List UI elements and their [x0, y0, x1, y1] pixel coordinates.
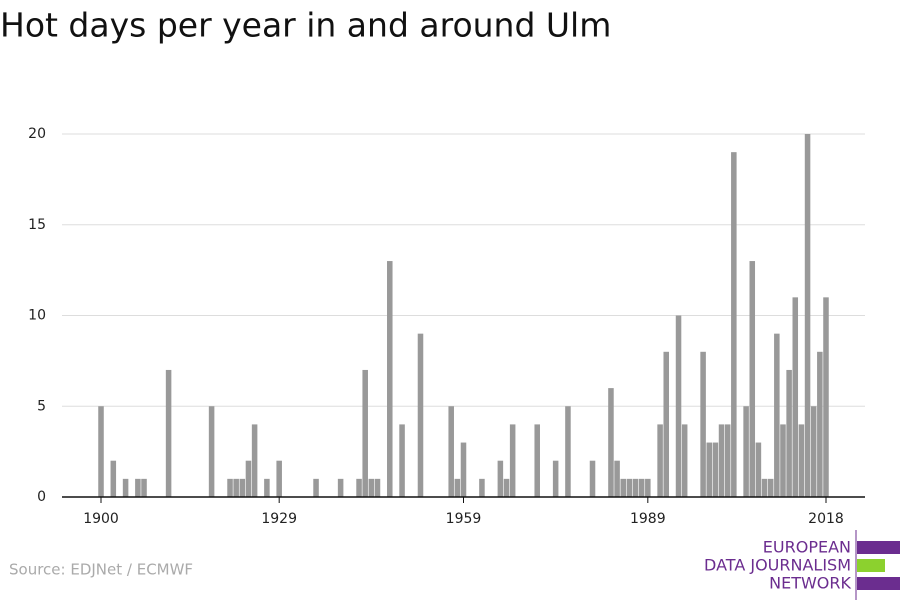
bar [552, 460, 559, 497]
bar [774, 333, 780, 497]
bar [479, 478, 485, 497]
bar [509, 424, 516, 497]
bar [387, 261, 393, 497]
bar [780, 424, 786, 497]
bar [804, 134, 811, 497]
y-tick-label: 0 [37, 489, 46, 505]
bar [589, 460, 596, 497]
bar [356, 478, 362, 497]
chart-title: Hot days per year in and around Ulm [0, 6, 611, 45]
bar [712, 442, 719, 497]
bar [626, 478, 633, 497]
bar [718, 424, 725, 497]
x-tick-label: 1929 [261, 511, 297, 527]
bar [135, 478, 141, 497]
bar [608, 388, 614, 497]
bar [141, 478, 147, 497]
bar [663, 351, 670, 497]
bar [417, 333, 424, 497]
source: Source: EDJNet / ECMWF [9, 561, 193, 579]
y-tick-label: 15 [28, 217, 46, 233]
logo-bar [857, 577, 900, 590]
bar [632, 478, 639, 497]
bar [337, 478, 344, 497]
bar [620, 478, 627, 497]
bar [98, 406, 104, 497]
bar [239, 478, 246, 497]
bar [503, 478, 510, 497]
y-tick-label: 20 [28, 126, 46, 142]
bar [497, 460, 504, 497]
bar [645, 478, 651, 497]
bar [638, 478, 645, 497]
bar [749, 261, 756, 497]
bar [724, 424, 731, 497]
bar [675, 315, 682, 497]
bar [362, 369, 368, 497]
x-tick-label: 1989 [630, 511, 666, 527]
bar [227, 478, 233, 497]
bar [798, 424, 805, 497]
bar [460, 442, 467, 497]
logo-bar [857, 541, 900, 554]
bar [165, 369, 172, 497]
bar [208, 406, 215, 497]
bar [700, 351, 706, 497]
logo-text: NETWORK [769, 574, 851, 593]
bar [792, 297, 799, 497]
logo-text: EUROPEAN [763, 538, 851, 557]
bar [313, 478, 319, 497]
bar [565, 406, 571, 497]
bar [755, 442, 762, 497]
bar [681, 424, 688, 497]
bar [614, 460, 620, 497]
bar [706, 442, 713, 497]
logo-bar [857, 559, 885, 572]
bar [534, 424, 540, 497]
bar [767, 478, 774, 497]
bar [276, 460, 282, 497]
bar [823, 297, 829, 497]
bar [374, 478, 381, 497]
bar [399, 424, 405, 497]
bar [743, 406, 749, 497]
bar [454, 478, 461, 497]
bar [233, 478, 239, 497]
bar [251, 424, 258, 497]
x-tick-label: 2018 [808, 511, 844, 527]
x-tick-label: 1900 [83, 511, 119, 527]
y-tick-label: 5 [37, 398, 46, 414]
bar [657, 424, 663, 497]
bar [264, 478, 270, 497]
bar [731, 152, 737, 497]
bar [817, 351, 823, 497]
bar [810, 406, 817, 497]
bar [122, 478, 129, 497]
bar [245, 460, 252, 497]
bar [368, 478, 375, 497]
bar [110, 460, 117, 497]
logo: EUROPEAN DATA JOURNALISM NETWORK [704, 530, 900, 600]
x-tick-label: 1959 [446, 511, 482, 527]
bar [448, 406, 454, 497]
bar [761, 478, 768, 497]
y-tick-label: 10 [28, 308, 46, 324]
logo-text: DATA JOURNALISM [704, 556, 851, 575]
bar [786, 369, 792, 497]
